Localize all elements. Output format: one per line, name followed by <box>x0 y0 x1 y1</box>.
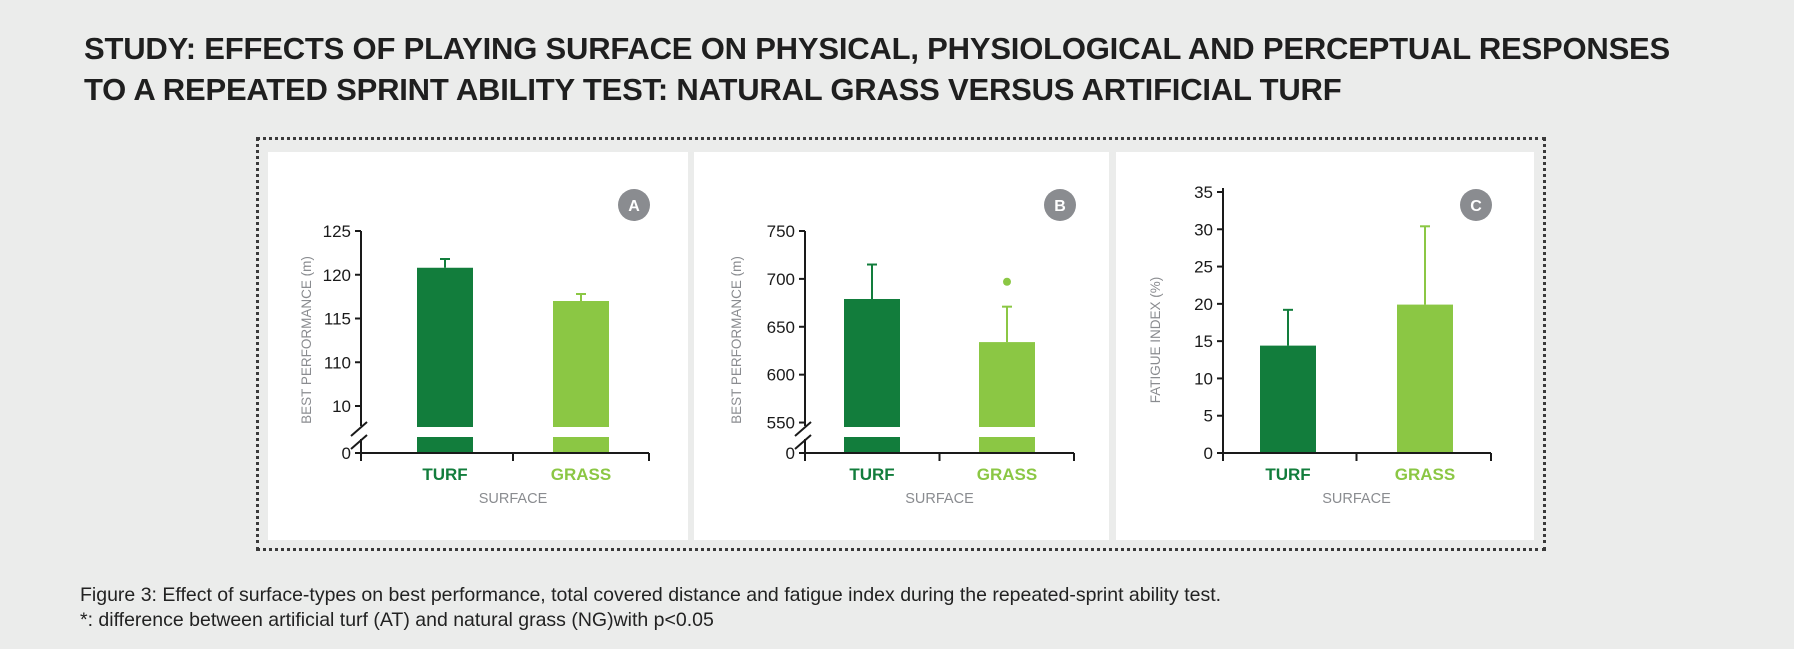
y-tick-label: 30 <box>1194 220 1213 239</box>
y-tick-label: 10 <box>332 397 351 416</box>
y-tick-label: 0 <box>786 444 795 463</box>
x-tick-label: GRASS <box>977 465 1037 484</box>
badge-circle <box>618 189 650 221</box>
y-tick-label: 700 <box>767 270 795 289</box>
bar-base-segment <box>417 437 473 453</box>
significance-marker <box>1003 277 1011 286</box>
bar <box>417 267 473 427</box>
x-axis-label: SURFACE <box>479 491 548 507</box>
chart-a: A BEST PERFORMANCE (m) TURF GRASS 0 125 120 115… <box>299 189 650 507</box>
badge-letter: C <box>1470 198 1482 215</box>
x-tick-label: TURF <box>422 465 467 484</box>
y-tick-label: 10 <box>1194 369 1213 388</box>
y-tick-label: 15 <box>1194 332 1213 351</box>
bar <box>979 342 1035 427</box>
caption-line-1: Figure 3: Effect of surface-types on bes… <box>80 584 1222 606</box>
bar <box>553 301 609 427</box>
bar <box>1397 304 1453 453</box>
x-tick-label: GRASS <box>1395 465 1455 484</box>
y-tick-label: 5 <box>1204 407 1213 426</box>
x-tick-label: TURF <box>1265 465 1310 484</box>
chart-panel-c: C FATIGUE INDEX (%) TURF GRASS 35 30 25 20 15 10 5… <box>1116 152 1534 540</box>
axis-break-mark <box>794 434 812 450</box>
y-tick-label: 25 <box>1194 258 1213 277</box>
page-title: STUDY: EFFECTS OF PLAYING SURFACE ON PHY… <box>84 28 1734 110</box>
x-axis-label: SURFACE <box>905 491 974 507</box>
y-tick-label: 0 <box>342 444 351 463</box>
y-tick-label: 750 <box>767 222 795 241</box>
chart-panel-b: B BEST PERFORMANCE (m) TURF GRASS 0 750 700 650… <box>694 152 1109 540</box>
y-tick-label: 120 <box>323 266 351 285</box>
axis-break-mark <box>350 434 368 450</box>
bar <box>844 298 900 427</box>
y-tick-label: 110 <box>324 353 351 372</box>
caption-line-2: *: difference between artificial turf (A… <box>80 609 714 631</box>
bar <box>1260 345 1316 453</box>
y-axis-label: BEST PERFORMANCE (m) <box>299 256 314 424</box>
bar-base-segment <box>553 437 609 453</box>
figure-frame <box>256 137 1546 551</box>
y-tick-label: 115 <box>324 310 351 329</box>
x-tick-label: GRASS <box>551 465 611 484</box>
y-tick-label: 0 <box>1204 444 1213 463</box>
badge-circle <box>1044 189 1076 221</box>
bar-base-segment <box>844 437 900 453</box>
title-line-1: STUDY: EFFECTS OF PLAYING SURFACE ON PHY… <box>84 31 1671 66</box>
y-tick-label: 35 <box>1194 183 1213 202</box>
bar-base-segment <box>979 437 1035 453</box>
y-tick-label: 125 <box>323 222 351 241</box>
badge-letter: A <box>628 198 640 215</box>
y-tick-label: 650 <box>767 318 795 337</box>
axis-break-mark <box>350 421 368 437</box>
chart-b: B BEST PERFORMANCE (m) TURF GRASS 0 750 700 650… <box>729 189 1076 507</box>
y-tick-label: 550 <box>767 414 795 433</box>
chart-panel-a: A BEST PERFORMANCE (m) TURF GRASS 0 125 120 115… <box>268 152 688 540</box>
y-axis-label: FATIGUE INDEX (%) <box>1148 277 1163 404</box>
y-axis-label: BEST PERFORMANCE (m) <box>729 256 744 424</box>
x-axis-label: SURFACE <box>1322 491 1391 507</box>
chart-c: C FATIGUE INDEX (%) TURF GRASS 35 30 25 20 15 10 5… <box>1148 183 1492 507</box>
y-tick-label: 600 <box>767 366 795 385</box>
x-tick-label: TURF <box>849 465 894 484</box>
y-tick-label: 20 <box>1194 295 1213 314</box>
badge-letter: B <box>1054 198 1066 215</box>
badge-circle <box>1460 189 1492 221</box>
axis-break-mark <box>794 421 812 437</box>
title-line-2: TO A REPEATED SPRINT ABILITY TEST: NATUR… <box>84 72 1342 107</box>
figure-caption: Figure 3: Effect of surface-types on bes… <box>80 583 1221 633</box>
